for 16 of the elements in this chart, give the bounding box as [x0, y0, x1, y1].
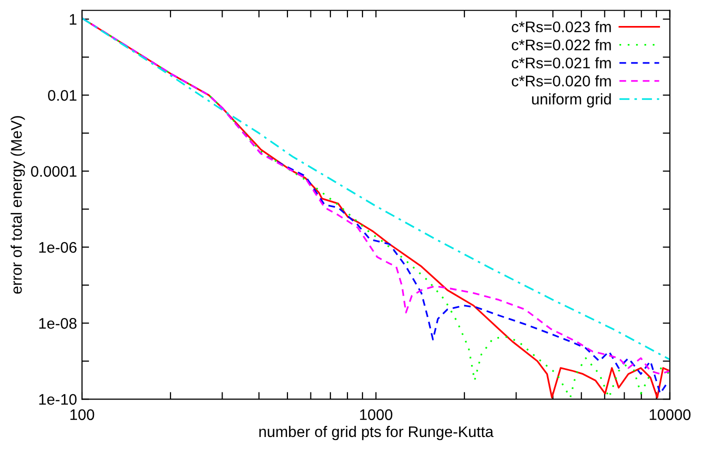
x-tick-label: 1000 [360, 409, 392, 420]
y-tick-label: 0.0001 [31, 166, 76, 177]
y-tick-label: 1e-08 [39, 318, 76, 329]
x-tick-label: 10000 [650, 409, 691, 420]
y-axis-title: error of total energy (MeV) [10, 116, 25, 294]
legend-label: uniform grid [532, 93, 611, 108]
legend-label: c*Rs=0.020 fm [512, 75, 611, 86]
y-tick-label: 1e-06 [39, 242, 76, 253]
y-tick-label: 1 [70, 14, 76, 25]
legend-label: c*Rs=0.023 fm [512, 21, 611, 32]
x-axis-title: number of grid pts for Runge-Kutta [259, 426, 494, 440]
y-tick-label: 1e-10 [39, 394, 77, 405]
legend-label: c*Rs=0.021 fm [512, 57, 611, 68]
y-tick-label: 0.01 [48, 90, 76, 101]
x-tick-label: 100 [70, 409, 94, 420]
legend-label: c*Rs=0.022 fm [512, 39, 611, 50]
